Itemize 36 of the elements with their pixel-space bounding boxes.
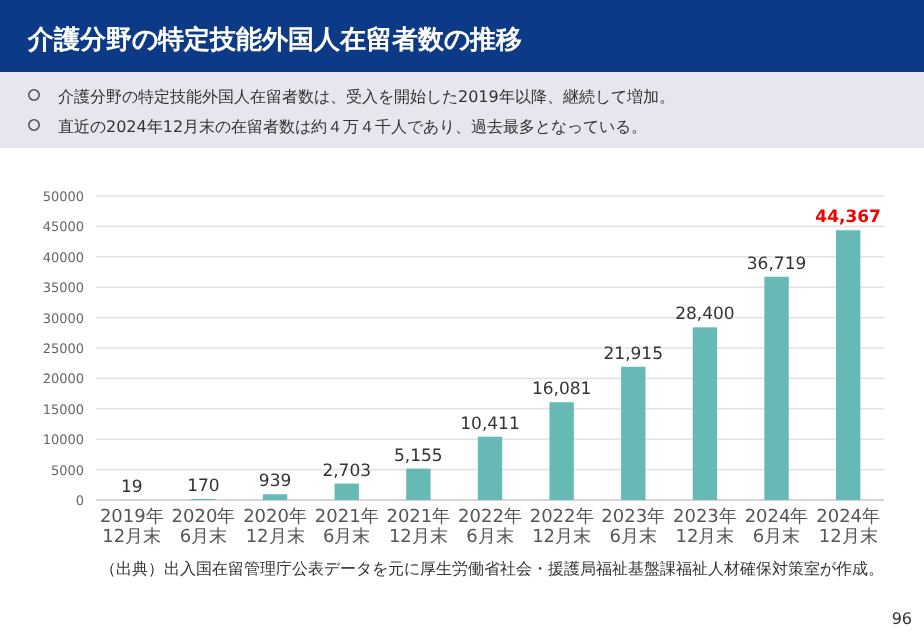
bar	[477, 436, 503, 500]
bar	[621, 366, 646, 500]
x-tick-label: 2019年12月末	[99, 506, 164, 548]
chart-title: 介護分野の特定技能外国人在留者数の推移	[26, 24, 522, 56]
data-label: 16,081	[531, 380, 592, 401]
data-label: 5,155	[394, 446, 443, 467]
bar	[334, 483, 359, 500]
chart-subtitle: 介護分野の特定技能外国人在留者数は、受入を開始した2019年以降、継続して増加。	[58, 88, 675, 106]
bar	[692, 327, 718, 500]
x-tick-label: 2023年12月末	[673, 506, 737, 548]
x-tick-label: 2023年6月末	[601, 506, 666, 548]
x-tick-label: 2024年6月末	[744, 506, 809, 548]
data-label: 36,719	[746, 254, 807, 275]
bar	[406, 468, 431, 500]
x-tick-label: 2020年6月末	[171, 506, 236, 548]
x-tick-label: 2020年12月末	[243, 506, 307, 548]
data-label: 939	[258, 472, 292, 493]
data-label: 28,400	[675, 305, 735, 326]
bar	[836, 230, 861, 500]
x-tick-label: 2021年6月末	[314, 506, 379, 548]
data-label: 2,703	[322, 461, 372, 482]
x-tick-label: 2024年12月末	[816, 506, 881, 548]
data-label: 19	[120, 477, 143, 498]
bar	[764, 276, 789, 500]
data-label: 21,915	[603, 344, 664, 365]
data-label: 10,411	[460, 414, 520, 435]
annotation: 44,367	[815, 208, 882, 229]
bar	[549, 402, 574, 500]
text: （出典）出入国在留管理庁公表データを元に厚生労働省社会・援護局福祉基盤課福祉人材確保対策室が作成。	[100, 560, 884, 578]
text: 96	[891, 610, 912, 628]
data-label: 170	[187, 476, 220, 497]
x-tick-label: 2022年6月末	[458, 506, 522, 548]
text: 直近の2024年12月末の在留者数は約４万４千人であり、過去最多となっている。	[58, 118, 648, 136]
x-tick-label: 2021年12月末	[386, 506, 451, 548]
x-tick-label: 2022年12月末	[529, 506, 594, 548]
bar	[262, 494, 288, 500]
